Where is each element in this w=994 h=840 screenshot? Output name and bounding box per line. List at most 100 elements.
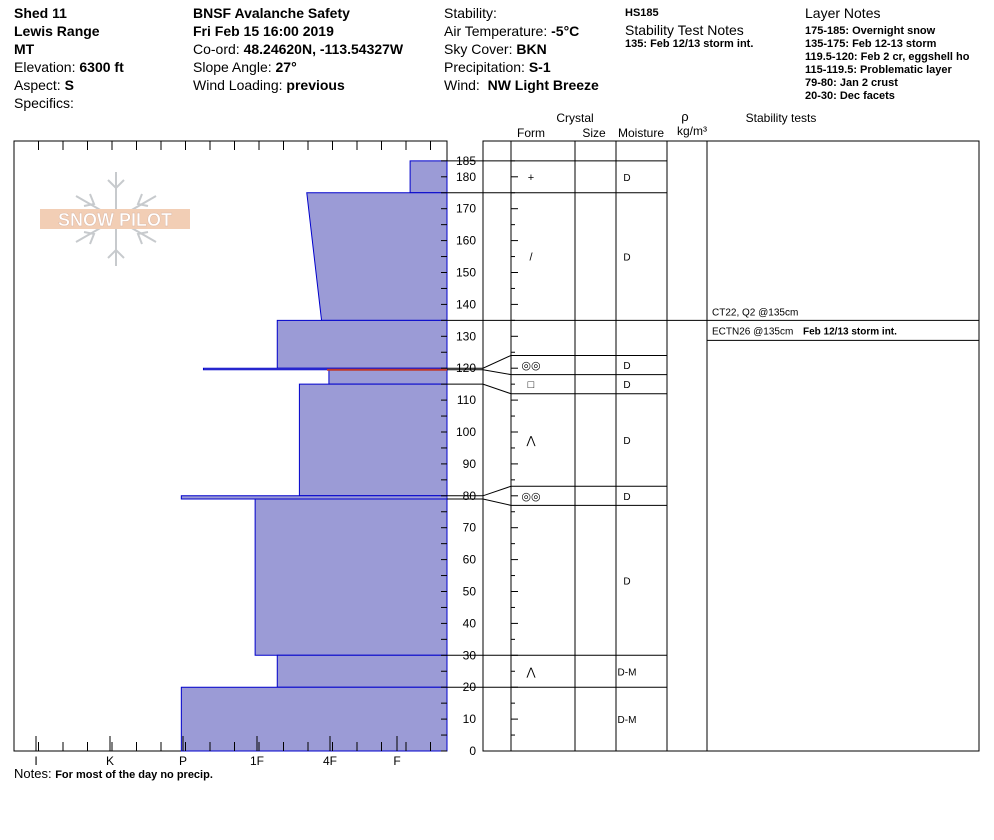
depth-tick-label: 170 bbox=[456, 202, 476, 216]
stability-test-entry: CT22, Q2 @135cm bbox=[712, 307, 798, 318]
hardness-profile-panel: I K P 1F 4F F bbox=[13, 140, 448, 768]
layer-note: 115-119.5: Problematic layer bbox=[805, 64, 952, 76]
hardness-label: K bbox=[106, 754, 114, 768]
hardness-label: 1F bbox=[250, 754, 264, 768]
hardness-layer bbox=[298, 383, 448, 497]
hardness-layers bbox=[180, 160, 448, 752]
depth-tick-label: 110 bbox=[457, 393, 476, 407]
depth-tick-label: 0 bbox=[469, 744, 476, 758]
state-name: MT bbox=[14, 41, 35, 57]
depth-tick-label: 60 bbox=[463, 553, 477, 567]
sky-cover-value: BKN bbox=[516, 41, 547, 57]
wind-loading-value: previous bbox=[286, 77, 345, 93]
stability-tests-list: CT22, Q2 @135cm ECTN26 @135cm Feb 12/13 st… bbox=[667, 307, 979, 341]
moisture-value: D bbox=[623, 380, 630, 391]
crystal-form-symbol: + bbox=[528, 172, 534, 184]
stability-tests-header: Stability tests bbox=[746, 111, 817, 125]
hardness-layer bbox=[180, 495, 448, 500]
depth-axis: 0102030405060708090100110120130140150160… bbox=[441, 154, 518, 758]
stability-test-note: Feb 12/13 storm int. bbox=[803, 326, 897, 337]
moisture-value: D-M bbox=[618, 715, 637, 726]
hardness-layer bbox=[276, 319, 448, 369]
elevation-label: Elevation: bbox=[14, 59, 76, 75]
hardness-layer bbox=[328, 369, 448, 385]
aspect-value: S bbox=[64, 77, 74, 93]
obs-datetime: Fri Feb 15 16:00 2019 bbox=[193, 23, 334, 39]
stability-label: Stability: bbox=[444, 5, 497, 21]
depth-tick-label: 100 bbox=[456, 425, 476, 439]
rho-header: ρ bbox=[681, 109, 688, 124]
crystal-form-symbol: ◎◎ bbox=[521, 491, 540, 503]
stability-test-notes-title: Stability Test Notes bbox=[625, 22, 744, 38]
air-temp-label: Air Temperature: bbox=[444, 23, 548, 39]
density-unit-header: kg/m³ bbox=[677, 124, 707, 138]
elevation-value: 6300 ft bbox=[79, 59, 124, 75]
hardness-layer bbox=[276, 654, 448, 688]
moisture-value: D bbox=[623, 361, 630, 372]
hardness-ticks: I K P 1F 4F F bbox=[13, 141, 431, 768]
layer-notes-title: Layer Notes bbox=[805, 5, 881, 21]
crystal-form-symbol: / bbox=[529, 252, 533, 264]
header-location-block: Shed 11 Lewis Range MT Elevation: 6300 f… bbox=[14, 4, 124, 112]
layer-rows: + D/D◎◎ D□ D⋀ D◎◎ DD⋀ D-MD-M bbox=[511, 160, 667, 726]
hs-value: HS185 bbox=[625, 7, 659, 19]
hardness-layer bbox=[180, 686, 448, 752]
depth-tick-label: 40 bbox=[463, 616, 477, 630]
layer-connector bbox=[447, 485, 512, 497]
depth-tick-label: 160 bbox=[456, 234, 476, 248]
hardness-label: F bbox=[393, 754, 400, 768]
logo-band bbox=[40, 209, 190, 229]
stability-test-entry: ECTN26 @135cm bbox=[712, 326, 793, 337]
crystal-form-symbol: ⋀ bbox=[525, 435, 536, 447]
grid-frame bbox=[482, 140, 980, 752]
snowpilot-logo: SNOW PILOT bbox=[40, 172, 190, 266]
moisture-value: D bbox=[623, 253, 630, 264]
moisture-header: Moisture bbox=[618, 126, 664, 140]
slope-value: 27° bbox=[275, 59, 297, 75]
layer-note: 175-185: Overnight snow bbox=[805, 25, 936, 37]
depth-tick-label: 90 bbox=[463, 457, 477, 471]
hardness-layer bbox=[306, 192, 448, 321]
moisture-value: D bbox=[623, 436, 630, 447]
precip-value: S-1 bbox=[528, 59, 551, 75]
location-name: Shed 11 bbox=[14, 5, 67, 21]
coord-value: 48.24620N, -113.54327W bbox=[243, 41, 404, 57]
moisture-value: D bbox=[623, 492, 630, 503]
crystal-form-symbol: ◎◎ bbox=[521, 360, 540, 372]
hardness-label: 4F bbox=[323, 754, 337, 768]
layer-note: 79-80: Jan 2 crust bbox=[805, 77, 898, 89]
aspect-label: Aspect: bbox=[14, 77, 61, 93]
crystal-header: Crystal bbox=[556, 111, 593, 125]
notes-text: For most of the day no precip. bbox=[55, 769, 213, 781]
hardness-layer bbox=[254, 498, 448, 656]
air-temp-value: -5°C bbox=[551, 23, 580, 39]
sky-cover-label: Sky Cover: bbox=[444, 41, 513, 57]
depth-tick-label: 140 bbox=[456, 297, 476, 311]
form-header: Form bbox=[517, 126, 545, 140]
notes-row: Notes: For most of the day no precip. bbox=[14, 766, 213, 781]
crystal-form-symbol: ⋀ bbox=[525, 666, 536, 678]
slope-label: Slope Angle: bbox=[193, 59, 272, 75]
range-name: Lewis Range bbox=[14, 23, 100, 39]
notes-label: Notes: bbox=[14, 766, 52, 781]
org-name: BNSF Avalanche Safety bbox=[193, 5, 350, 21]
header-observer-block: BNSF Avalanche Safety Fri Feb 15 16:00 2… bbox=[193, 4, 403, 94]
hardness-label: I bbox=[34, 754, 37, 768]
depth-tick-label: 180 bbox=[456, 170, 476, 184]
coord-label: Co-ord: bbox=[193, 41, 240, 57]
layer-note: 135-175: Feb 12-13 storm bbox=[805, 38, 937, 50]
depth-tick-label: 50 bbox=[463, 585, 477, 599]
wind-loading-label: Wind Loading: bbox=[193, 77, 283, 93]
depth-tick-label: 150 bbox=[456, 266, 476, 280]
moisture-value: D-M bbox=[618, 667, 637, 678]
precip-label: Precipitation: bbox=[444, 59, 525, 75]
layer-note: 20-30: Dec facets bbox=[805, 90, 895, 102]
depth-tick-label: 130 bbox=[456, 329, 476, 343]
wind-value: NW Light Breeze bbox=[487, 77, 599, 93]
layer-grid bbox=[482, 140, 980, 752]
specifics-label: Specifics: bbox=[14, 95, 74, 111]
header-weather-block: Stability: Air Temperature: -5°C Sky Cov… bbox=[444, 4, 599, 94]
layer-note: 119.5-120: Feb 2 cr, eggshell ho bbox=[805, 51, 970, 63]
logo-text: SNOW PILOT bbox=[58, 210, 172, 230]
